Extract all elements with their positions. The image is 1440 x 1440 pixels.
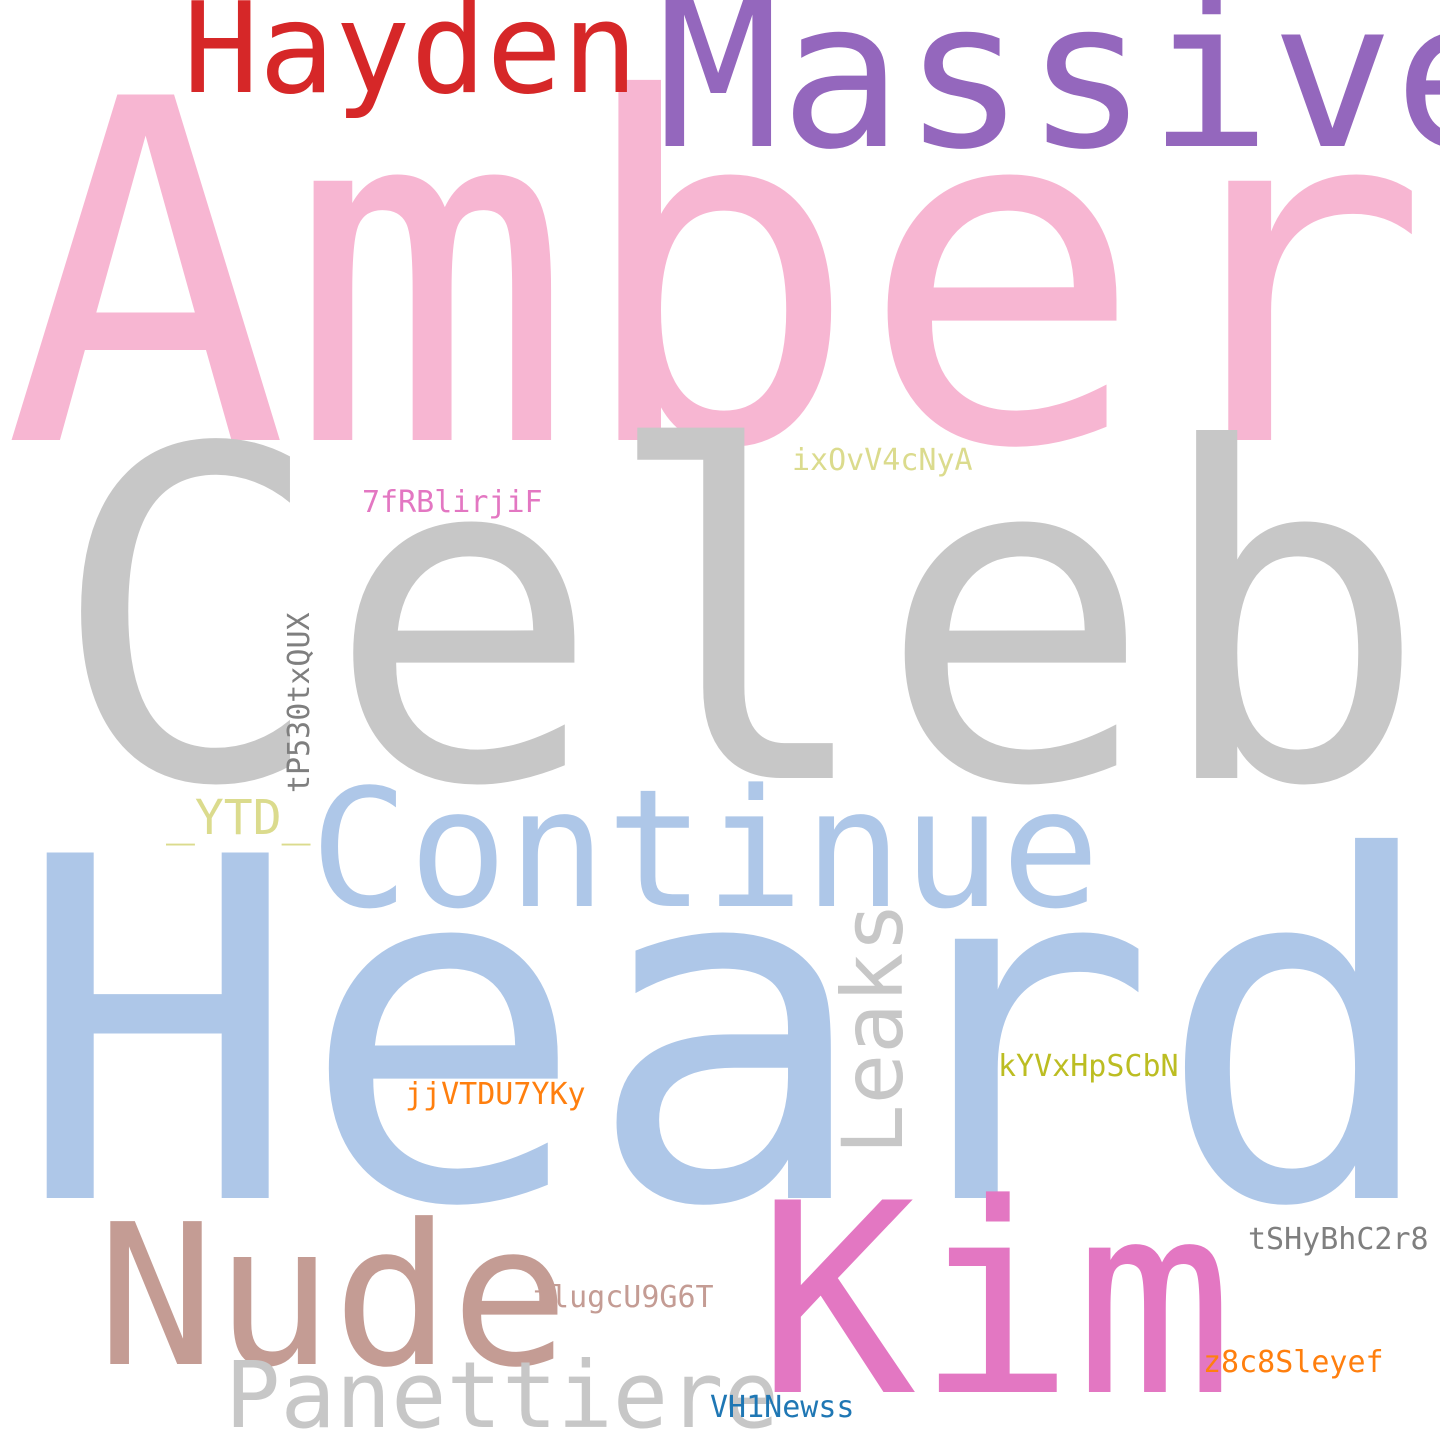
word-hayden-text: Hayden bbox=[183, 0, 638, 122]
word-kyvxhpscbn-text: kYVxHpSCbN bbox=[998, 1049, 1179, 1084]
word-massive-text: Massive bbox=[657, 0, 1440, 195]
word-ixovv4cnya-text: ixOvV4cNyA bbox=[792, 443, 973, 478]
word-nude: Nude bbox=[97, 1183, 569, 1411]
word-tp530txqux-text: tP530txQUX bbox=[282, 612, 317, 793]
word-ytd-text: _YTD_ bbox=[166, 790, 311, 846]
word-jjvtdu7yky: jjVTDU7YKy bbox=[405, 1077, 586, 1112]
word-tlugcu9g6t-text: tlugcU9G6T bbox=[533, 1280, 714, 1315]
word-ixovv4cnya: ixOvV4cNyA bbox=[792, 443, 973, 478]
word-z8c8sleyef-text: z8c8Sleyef bbox=[1203, 1345, 1384, 1380]
word-tlugcu9g6t: tlugcU9G6T bbox=[533, 1280, 714, 1315]
word-jjvtdu7yky-text: jjVTDU7YKy bbox=[405, 1077, 586, 1112]
word-vh1newss-text: VH1Newss bbox=[710, 1390, 855, 1425]
word-kim: Kim bbox=[757, 1148, 1234, 1440]
word-7frblirjif: 7fRBlirjiF bbox=[362, 485, 543, 520]
word-kyvxhpscbn: kYVxHpSCbN bbox=[998, 1049, 1179, 1084]
word-leaks: Leaks bbox=[824, 902, 922, 1155]
word-tshybhc2r8-text: tSHyBhC2r8 bbox=[1248, 1222, 1429, 1257]
word-hayden: Hayden bbox=[183, 0, 638, 122]
word-ytd: _YTD_ bbox=[166, 790, 311, 846]
word-nude-text: Nude bbox=[97, 1183, 569, 1411]
word-vh1newss: VH1Newss bbox=[710, 1390, 855, 1425]
word-celeb: Celeb bbox=[50, 354, 1429, 887]
word-tp530txqux: tP530txQUX bbox=[282, 612, 317, 793]
word-continue: Continue bbox=[310, 754, 1100, 945]
word-massive: Massive bbox=[657, 0, 1440, 195]
word-z8c8sleyef: z8c8Sleyef bbox=[1203, 1345, 1384, 1380]
word-heard: Heard bbox=[15, 758, 1440, 1310]
word-continue-text: Continue bbox=[310, 754, 1100, 945]
word-celeb-text: Celeb bbox=[50, 354, 1429, 887]
word-heard-text: Heard bbox=[15, 758, 1440, 1310]
word-panettiere: Panettiere bbox=[225, 1342, 779, 1440]
word-amber-text: Amber bbox=[3, 0, 1430, 552]
word-amber: Amber bbox=[3, 0, 1430, 552]
word-kim-text: Kim bbox=[757, 1148, 1234, 1440]
word-7frblirjif-text: 7fRBlirjiF bbox=[362, 485, 543, 520]
word-leaks-text: Leaks bbox=[824, 902, 922, 1155]
word-tshybhc2r8: tSHyBhC2r8 bbox=[1248, 1222, 1429, 1257]
word-panettiere-text: Panettiere bbox=[225, 1342, 779, 1440]
